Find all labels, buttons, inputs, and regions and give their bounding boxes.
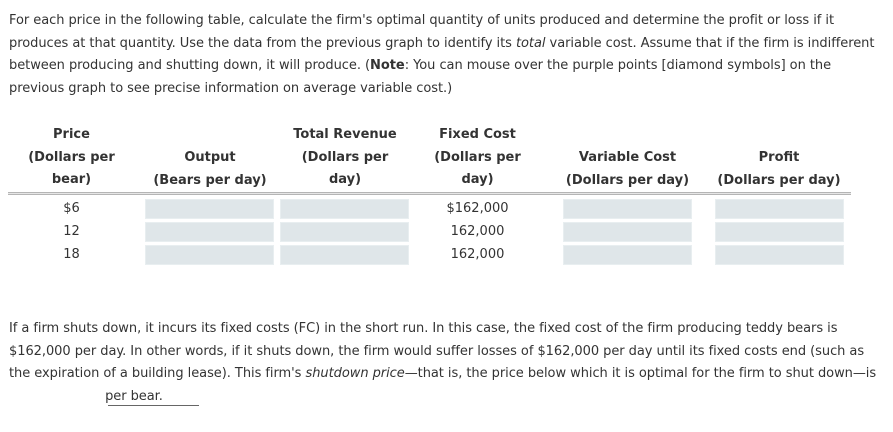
instructions-text-2: variable cost. Assume that if the firm i… — [9, 35, 875, 74]
total-revenue-input[interactable] — [280, 199, 409, 219]
header-tr-line2: (Dollars per — [301, 149, 389, 165]
header-vc-line1: Variable Cost — [578, 150, 677, 165]
header-price-line3: bear) — [51, 172, 92, 187]
header-price-line2: (Dollars per — [28, 149, 115, 165]
header-profit-line1: Profit — [758, 150, 800, 165]
shutdown-text-1: If a firm shuts down, it incurs its fixe… — [9, 321, 865, 381]
header-variable-cost: Variable Cost (Dollars per day) — [555, 147, 700, 192]
header-fc-line3: day) — [461, 172, 494, 187]
header-output-line1: Output — [184, 150, 236, 165]
header-fixed-cost: Fixed Cost (Dollars per day) — [420, 124, 535, 192]
header-profit-line2: (Dollars per day) — [717, 172, 841, 188]
instructions-paragraph: For each price in the following table, c… — [9, 10, 889, 100]
total-revenue-input[interactable] — [280, 222, 409, 242]
header-output-line2: (Bears per day) — [153, 172, 267, 188]
variable-cost-input[interactable] — [563, 245, 692, 265]
header-profit: Profit (Dollars per day) — [705, 147, 853, 192]
output-input[interactable] — [145, 245, 274, 265]
fixed-cost-cell: 162,000 — [450, 224, 505, 239]
price-cell: $6 — [63, 201, 80, 216]
header-price: Price (Dollars per bear) — [20, 124, 123, 192]
output-input[interactable] — [145, 199, 274, 219]
header-fc-line2: (Dollars per — [434, 149, 521, 165]
instructions-text-1: For each price in the following table, c… — [9, 13, 835, 51]
profit-input[interactable] — [715, 199, 844, 219]
instructions-note-label: Note — [370, 58, 405, 73]
profit-input[interactable] — [715, 245, 844, 265]
variable-cost-input[interactable] — [563, 199, 692, 219]
instructions-text-3: : You can mouse over the purple points [… — [9, 58, 832, 96]
profit-input[interactable] — [715, 222, 844, 242]
fixed-cost-cell: 162,000 — [450, 247, 505, 262]
shutdown-paragraph: If a firm shuts down, it incurs its fixe… — [9, 318, 889, 408]
header-vc-line2: (Dollars per day) — [565, 172, 690, 188]
price-cell: 18 — [63, 247, 80, 262]
instructions-emphasis-total: total — [515, 35, 546, 51]
header-tr-line1: Total Revenue — [293, 127, 397, 142]
header-total-revenue: Total Revenue (Dollars per day) — [280, 124, 410, 192]
shutdown-price-term: shutdown price — [305, 366, 405, 381]
shutdown-text-2: —that is, the price below which it is op… — [404, 366, 877, 381]
header-tr-line3: day) — [328, 172, 362, 187]
price-cell: 12 — [63, 224, 80, 239]
variable-cost-input[interactable] — [563, 222, 692, 242]
output-input[interactable] — [145, 222, 274, 242]
header-price-line1: Price — [53, 127, 90, 142]
header-output: Output (Bears per day) — [140, 147, 280, 192]
fixed-cost-cell: $162,000 — [446, 201, 509, 216]
shutdown-text-3: per bear. — [101, 388, 163, 404]
header-divider — [8, 192, 851, 195]
total-revenue-input[interactable] — [280, 245, 409, 265]
header-fc-line1: Fixed Cost — [439, 127, 516, 142]
shutdown-price-blank[interactable] — [108, 405, 199, 406]
